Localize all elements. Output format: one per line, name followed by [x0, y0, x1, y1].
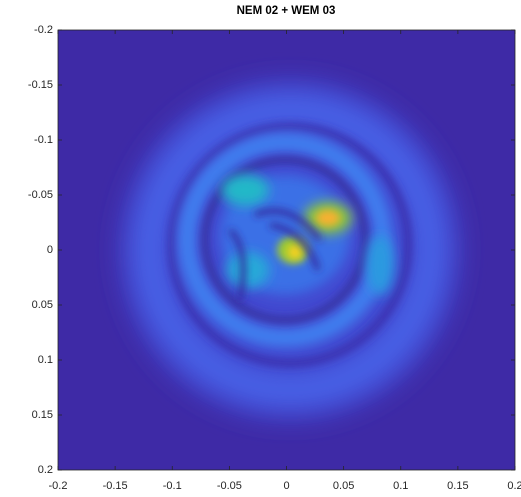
y-tick-label: -0.1: [34, 134, 53, 146]
x-tick-label: -0.2: [49, 480, 68, 492]
x-tick-label: -0.05: [217, 480, 242, 492]
y-tick-label: 0.2: [38, 464, 53, 476]
y-tick-label: 0: [47, 244, 53, 256]
chart-title: NEM 02 + WEM 03: [237, 5, 336, 17]
x-tick-label: -0.1: [163, 480, 182, 492]
x-tick-label: -0.15: [103, 480, 128, 492]
y-tick-label: 0.05: [32, 299, 53, 311]
y-tick-label: 0.15: [32, 409, 53, 421]
x-tick-label: 0.1: [393, 480, 408, 492]
y-tick-label: -0.05: [28, 189, 53, 201]
x-tick-label: 0.05: [333, 480, 354, 492]
y-tick-label: -0.15: [28, 79, 53, 91]
x-tick-label: 0.2: [507, 480, 521, 492]
y-tick-label: 0.1: [38, 354, 53, 366]
y-tick-label: -0.2: [34, 24, 53, 36]
field-image: [120, 80, 460, 420]
x-tick-label: 0: [283, 480, 289, 492]
x-tick-label: 0.15: [447, 480, 468, 492]
